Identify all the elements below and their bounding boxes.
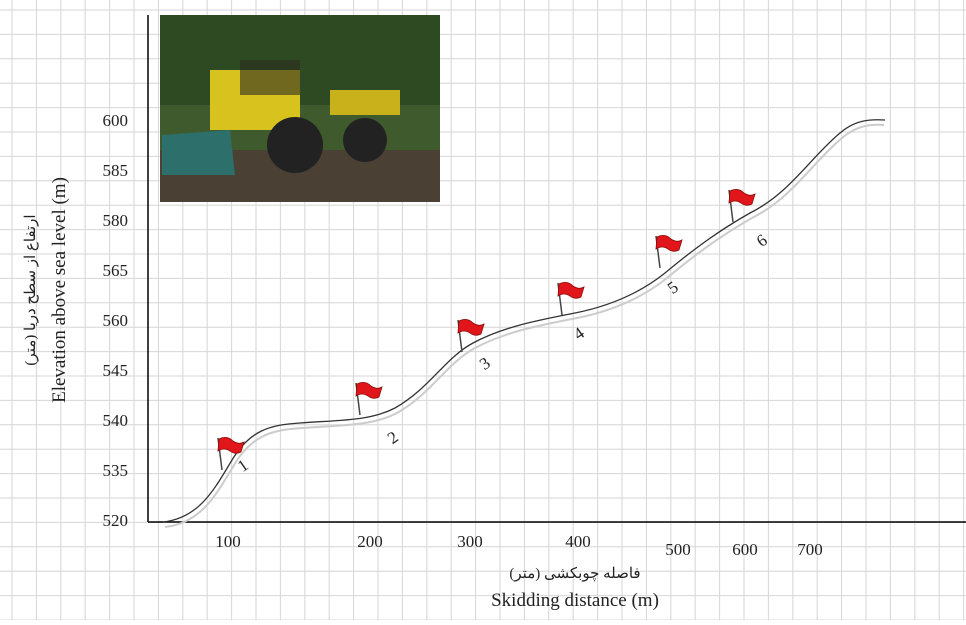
y-axis-title-fa: ارتفاع از سطح دریا (متر) [23, 214, 39, 365]
flag-cloth [218, 437, 244, 453]
y-tick-label: 545 [103, 361, 129, 380]
flag-number: 4 [570, 323, 588, 344]
y-tick-label: 580 [103, 211, 129, 230]
flag-cloth [729, 189, 755, 205]
photo [160, 15, 440, 202]
y-tick-label: 535 [103, 461, 129, 480]
flag-cloth [558, 282, 584, 298]
x-tick-label: 300 [457, 532, 483, 551]
y-tick-label: 565 [103, 261, 129, 280]
y-tick-label: 600 [103, 111, 129, 130]
flag-number: 5 [664, 277, 682, 297]
flag-number: 2 [384, 427, 402, 447]
flag-cloth [458, 319, 484, 335]
grid [0, 0, 966, 620]
x-axis-title: Skidding distance (m) [491, 590, 659, 611]
flag [558, 282, 584, 315]
x-tick-label: 100 [215, 532, 241, 551]
flag-number: 3 [476, 353, 494, 373]
x-tick-label: 600 [732, 540, 758, 559]
x-tick-label: 400 [565, 532, 591, 551]
flag-number: 1 [234, 455, 252, 475]
y-tick-label: 540 [103, 411, 129, 430]
x-axis-title-fa: فاصله چوبکشی (متر) [509, 566, 640, 582]
x-tick-label: 200 [357, 532, 383, 551]
figure: Elevation above sea level (m) ارتفاع از … [0, 0, 966, 620]
x-tick-label: 700 [797, 540, 823, 559]
y-tick-label: 520 [103, 511, 129, 530]
flag [458, 319, 484, 352]
x-tick-label: 500 [665, 540, 691, 559]
flag-cloth [656, 235, 682, 251]
y-tick-label: 585 [103, 161, 129, 180]
y-tick-label: 560 [103, 311, 129, 330]
y-axis-title: Elevation above sea level (m) [49, 177, 70, 403]
